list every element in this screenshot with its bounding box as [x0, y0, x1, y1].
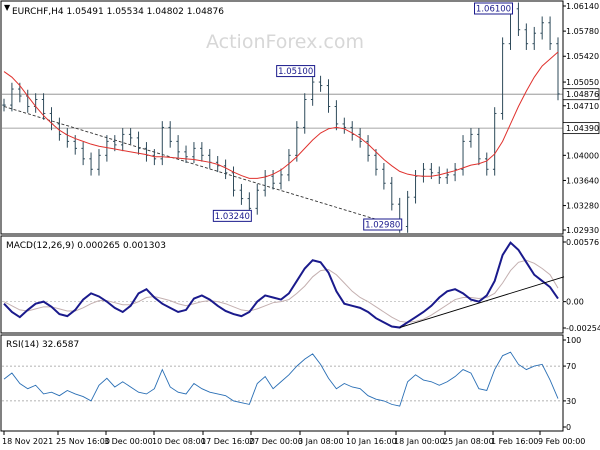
price-panel-frame — [0, 0, 564, 235]
rsi-y-tick-label: 0 — [566, 423, 571, 432]
x-tick-label: 10 Dec 08:00 — [152, 437, 206, 446]
macd-y-axis: 0.005761 0.00 -0.002546 — [563, 238, 600, 333]
symbol-header: EURCHF,H4 1.05491 1.05534 1.04802 1.0487… — [12, 7, 224, 17]
price-y-tick-label: 1.05780 — [566, 27, 599, 36]
rsi-y-axis: 100 70 30 0 — [2, 336, 581, 432]
rsi-series — [3, 351, 559, 407]
price-tag-box — [562, 122, 600, 135]
macd-y-tick-label: 0.005761 — [566, 238, 600, 247]
x-tick-label: 9 Feb 00:00 — [538, 437, 585, 446]
price-y-tick-label: 1.04710 — [566, 102, 599, 111]
price-annotation-label: 1.03240 — [215, 212, 250, 222]
x-tick-label: 1 Feb 16:00 — [491, 437, 538, 446]
price-annotation-label: 1.05100 — [278, 67, 313, 77]
x-tick-label: 17 Dec 16:00 — [201, 437, 255, 446]
price-tag-label: 1.04390 — [566, 124, 599, 133]
rsi-line — [3, 351, 559, 407]
time-axis: 18 Nov 2021 25 Nov 16:003 Dec 00:00 10 Dec… — [2, 431, 585, 446]
price-y-tick-label: 1.05050 — [566, 78, 599, 87]
price-y-tick-label: 1.05420 — [566, 52, 599, 61]
macd-y-tick-label: 0.00 — [566, 298, 584, 307]
price-annotations: 1.05100 1.03240 1.02980 1.06100 — [212, 2, 514, 231]
price-y-tick-label: 1.03280 — [566, 202, 599, 211]
price-tags: 1.04876 1.04390 — [562, 88, 600, 135]
x-tick-label: 25 Nov 16:00 — [56, 437, 110, 446]
macd-y-tick-label: -0.002546 — [566, 324, 600, 333]
macd-signal-line — [3, 259, 559, 323]
rsi-y-tick-label: 30 — [566, 397, 576, 406]
price-y-tick-label: 1.06140 — [566, 2, 599, 11]
macd-trendline — [399, 276, 565, 328]
x-tick-label: 10 Jan 16:00 — [346, 437, 397, 446]
macd-series — [3, 241, 559, 329]
price-annotation-label: 1.02980 — [365, 221, 400, 231]
x-tick-label: 18 Jan 00:00 — [394, 437, 445, 446]
x-tick-label: 25 Jan 08:00 — [443, 437, 494, 446]
price-annotation-box — [474, 2, 514, 15]
rsi-panel-frame — [0, 334, 564, 432]
price-annotation-box — [363, 218, 403, 231]
macd-trendline — [399, 276, 565, 328]
price-annotation-box — [276, 65, 316, 78]
ma-line — [3, 51, 559, 179]
price-annotation-label: 1.06100 — [476, 5, 511, 15]
descending-trendline — [3, 106, 400, 227]
rsi-y-tick-label: 70 — [566, 362, 576, 371]
price-trendline — [3, 106, 400, 227]
price-levels — [2, 93, 563, 129]
price-tag-label: 1.04876 — [566, 90, 599, 99]
x-tick-label: 18 Nov 2021 — [2, 437, 53, 446]
price-tag-box — [562, 88, 600, 101]
price-y-tick-label: 1.02930 — [566, 226, 599, 235]
price-annotation-box — [212, 209, 252, 222]
rsi-title: RSI(14) 32.6587 — [6, 340, 79, 350]
price-y-tick-label: 1.03640 — [566, 176, 599, 185]
x-tick-label: 3 Dec 00:00 — [104, 437, 153, 446]
x-tick-label: 3 Jan 08:00 — [298, 437, 344, 446]
rsi-y-tick-label: 100 — [566, 336, 581, 345]
macd-panel-frame — [0, 235, 564, 334]
price-y-tick-label: 1.04000 — [566, 151, 599, 160]
moving-average — [3, 51, 559, 179]
x-tick-label: 27 Dec 00:00 — [249, 437, 303, 446]
macd-line — [3, 241, 559, 329]
macd-title: MACD(12,26,9) 0.000265 0.001303 — [6, 241, 166, 251]
header-triangle-icon: ▼ — [4, 3, 11, 12]
watermark: ActionForex.com — [206, 31, 364, 53]
